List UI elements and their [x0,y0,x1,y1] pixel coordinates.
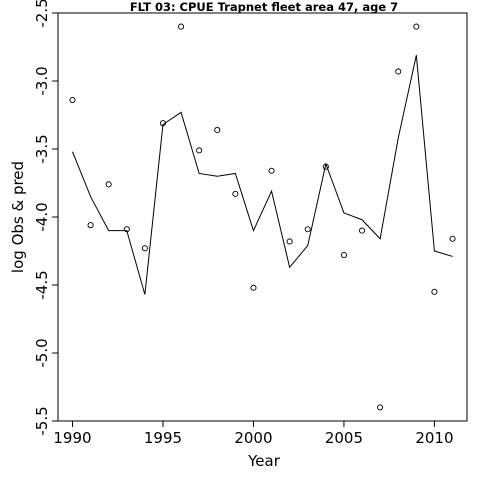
y-tick-label: -4.5 [33,270,51,299]
observed-point [286,238,293,245]
predicted-series [72,55,453,295]
observed-point [105,181,112,188]
observed-point [141,245,148,252]
observed-point [377,404,384,411]
y-tick-label: -4.0 [33,202,51,231]
observed-point [87,222,94,229]
y-axis-label: log Obs & pred [9,161,27,273]
y-tick-label: -2.5 [33,0,51,28]
observed-point [69,96,76,104]
chart-title: FLT 03: CPUE Trapnet fleet area 47, age … [130,0,398,14]
observed-point [196,147,203,154]
observed-point [250,284,257,291]
x-axis-label: Year [247,452,281,470]
x-tick-label: 1995 [144,429,182,447]
y-axis: -5.5 -5.0 -4.5 -4.0 -3.5 -3.0 -2.5 [33,0,58,436]
x-tick-label: 1990 [53,429,91,447]
observed-point [304,226,311,233]
y-tick-label: -3.0 [33,66,51,95]
observed-point [431,288,438,295]
x-tick-label: 2010 [415,429,453,447]
y-tick-label: -5.5 [33,406,51,435]
observed-point [340,252,347,259]
observed-point [322,163,329,170]
observed-point [232,190,239,197]
x-tick-label: 2005 [325,429,363,447]
observed-point [268,167,275,174]
observed-point [178,23,185,30]
y-tick-label: -5.0 [33,338,51,367]
predicted-line [72,55,453,295]
observed-point [395,68,402,75]
observed-point [214,126,221,134]
observed-point [449,235,456,242]
observed-point [413,23,420,30]
x-axis: 1990 1995 2000 2005 2010 [53,421,454,447]
observed-point [123,226,130,233]
observed-point [358,227,366,234]
y-tick-label: -3.5 [33,134,51,163]
observed-series [69,23,456,411]
observed-point [159,120,167,127]
x-tick-label: 2000 [234,429,272,447]
